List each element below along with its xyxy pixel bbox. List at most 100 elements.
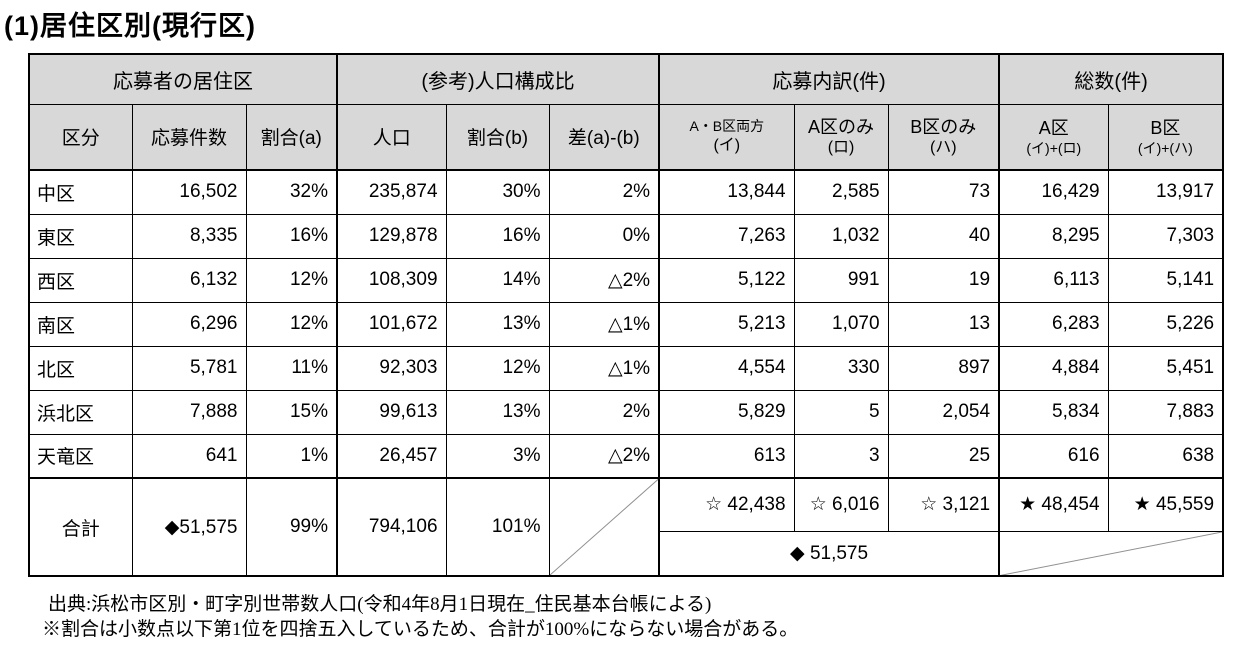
cell-applications: 6,132 — [131, 257, 247, 303]
col-header-b-total-line1: B区 — [1150, 118, 1181, 139]
col-header-population: 人口 — [336, 103, 447, 171]
cell-b-total: 7,883 — [1107, 389, 1224, 435]
cell-total-a-only: ☆ 6,016 — [793, 477, 889, 532]
cell-a-only: 1,032 — [793, 213, 889, 259]
total-row: 合計 ◆51,575 99% 794,106 101% ☆ 42,438 ☆ 6… — [28, 477, 1224, 577]
cell-population: 235,874 — [336, 169, 447, 215]
cell-b-total: 5,226 — [1107, 301, 1224, 347]
group-header-population: (参考)人口構成比 — [336, 53, 661, 105]
cell-applications: 5,781 — [131, 345, 247, 391]
col-header-b-only: B区のみ (ハ) — [887, 103, 1001, 171]
page: (1)居住区別(現行区) 応募者の居住区 (参考)人口構成比 応募内訳(件) 総… — [0, 4, 1240, 642]
col-header-b-only-line1: B区のみ — [910, 116, 977, 137]
cell-b-total: 638 — [1107, 433, 1224, 479]
residence-table: 応募者の居住区 (参考)人口構成比 応募内訳(件) 総数(件) 区分 応募件数 … — [28, 53, 1225, 577]
cell-a-only: 1,070 — [793, 301, 889, 347]
col-header-applications: 応募件数 — [131, 103, 247, 171]
cell-total-ratio-a: 99% — [245, 477, 339, 577]
col-header-a-total: A区 (イ)+(ロ) — [998, 103, 1109, 171]
col-header-b-total-line2: (イ)+(ハ) — [1137, 139, 1193, 156]
cell-both: 5,122 — [658, 257, 795, 303]
cell-a-only: 2,585 — [793, 169, 889, 215]
diagonal-slash — [550, 479, 659, 575]
col-header-a-only: A区のみ (ロ) — [793, 103, 889, 171]
cell-b-only: 19 — [887, 257, 1001, 303]
cell-both: 5,829 — [658, 389, 795, 435]
cell-both: 7,263 — [658, 213, 795, 259]
cell-total-a-total: ★ 48,454 — [998, 477, 1109, 532]
cell-a-total: 16,429 — [998, 169, 1109, 215]
cell-ratio-a: 1% — [245, 433, 339, 479]
cell-b-total: 5,451 — [1107, 345, 1224, 391]
footer-notes: 出典:浜松市区別・町字別世帯数人口(令和4年8月1日現在_住民基本台帳による) … — [42, 592, 1240, 642]
cell-diff: 2% — [548, 169, 661, 215]
cell-population: 101,672 — [336, 301, 447, 347]
cell-diff: △2% — [548, 257, 661, 303]
cell-total-both: ☆ 42,438 — [658, 477, 795, 532]
group-header-total: 総数(件) — [998, 53, 1224, 105]
cell-district: 西区 — [28, 257, 133, 303]
total-grand-row: ◆ 51,575 — [29, 530, 1224, 577]
cell-applications: 641 — [131, 433, 247, 479]
column-header-row: 区分 応募件数 割合(a) 人口 割合(b) 差(a)-(b) A・B区両方 (… — [28, 103, 1224, 171]
col-header-ratio-b: 割合(b) — [445, 103, 550, 171]
cell-total-label: 合計 — [28, 477, 133, 577]
cell-ratio-a: 11% — [245, 345, 339, 391]
cell-a-total: 5,834 — [998, 389, 1109, 435]
col-header-diff: 差(a)-(b) — [548, 103, 661, 171]
cell-b-only: 25 — [887, 433, 1001, 479]
cell-population: 92,303 — [336, 345, 447, 391]
cell-b-only: 40 — [887, 213, 1001, 259]
cell-ratio-a: 12% — [245, 301, 339, 347]
cell-population: 26,457 — [336, 433, 447, 479]
cell-ratio-a: 15% — [245, 389, 339, 435]
cell-diff: △1% — [548, 301, 661, 347]
cell-both: 5,213 — [658, 301, 795, 347]
cell-district: 東区 — [28, 213, 133, 259]
cell-district: 南区 — [28, 301, 133, 347]
cell-ratio-a: 12% — [245, 257, 339, 303]
col-header-ratio-a: 割合(a) — [245, 103, 339, 171]
cell-grand-total: ◆ 51,575 — [658, 530, 1001, 577]
cell-applications: 16,502 — [131, 169, 247, 215]
cell-both: 13,844 — [658, 169, 795, 215]
cell-a-only: 5 — [793, 389, 889, 435]
rounding-note: ※割合は小数点以下第1位を四捨五入しているため、合計が100%にならない場合があ… — [42, 619, 799, 640]
district-row: 北区 5,781 11% 92,303 12% △1% 4,554 330 89… — [28, 345, 1224, 391]
district-row: 中区 16,502 32% 235,874 30% 2% 13,844 2,58… — [28, 169, 1224, 215]
cell-diff: 0% — [548, 213, 661, 259]
cell-a-only: 3 — [793, 433, 889, 479]
cell-diff: 2% — [548, 389, 661, 435]
cell-a-only: 330 — [793, 345, 889, 391]
group-header-row: 応募者の居住区 (参考)人口構成比 応募内訳(件) 総数(件) — [28, 53, 1224, 105]
cell-a-only: 991 — [793, 257, 889, 303]
cell-total-b-only: ☆ 3,121 — [887, 477, 1001, 532]
col-header-both: A・B区両方 (イ) — [658, 103, 795, 171]
col-header-b-only-line2: (ハ) — [929, 139, 957, 157]
cell-total-b-total: ★ 45,559 — [1107, 477, 1224, 532]
cell-total-applications: ◆51,575 — [131, 477, 247, 577]
col-header-a-only-line2: (ロ) — [827, 139, 855, 157]
col-header-a-total-line1: A区 — [1038, 118, 1069, 139]
district-row: 天竜区 641 1% 26,457 3% △2% 613 3 25 616 63… — [28, 433, 1224, 479]
group-header-applicants: 応募者の居住区 — [28, 53, 339, 105]
col-header-both-line1: A・B区両方 — [689, 118, 765, 135]
cell-ratio-b: 13% — [445, 301, 550, 347]
cell-b-only: 897 — [887, 345, 1001, 391]
cell-diff: △1% — [548, 345, 661, 391]
cell-both: 4,554 — [658, 345, 795, 391]
cell-district: 北区 — [28, 345, 133, 391]
cell-district: 中区 — [28, 169, 133, 215]
cell-district: 天竜区 — [28, 433, 133, 479]
page-title: (1)居住区別(現行区) — [4, 11, 256, 41]
cell-ratio-b: 13% — [445, 389, 550, 435]
col-header-a-only-line1: A区のみ — [808, 116, 875, 137]
cell-ratio-b: 3% — [445, 433, 550, 479]
district-row: 南区 6,296 12% 101,672 13% △1% 5,213 1,070… — [28, 301, 1224, 347]
cell-total-ratio-b: 101% — [445, 477, 550, 577]
cell-b-only: 2,054 — [887, 389, 1001, 435]
cell-ratio-b: 30% — [445, 169, 550, 215]
cell-district: 浜北区 — [28, 389, 133, 435]
district-row: 西区 6,132 12% 108,309 14% △2% 5,122 991 1… — [28, 257, 1224, 303]
cell-ratio-b: 14% — [445, 257, 550, 303]
